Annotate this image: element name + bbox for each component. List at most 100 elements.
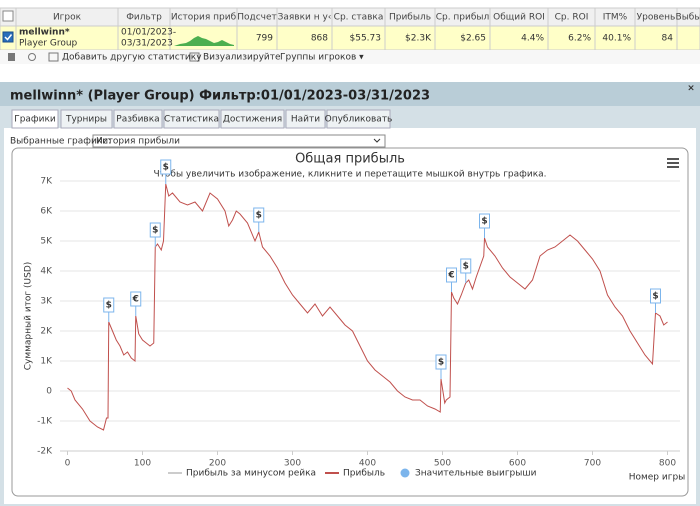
tab[interactable] [285, 109, 326, 129]
player-name[interactable]: mellwinn* [19, 28, 70, 38]
table-row[interactable] [0, 25, 700, 51]
flag[interactable] [460, 258, 472, 274]
column-header[interactable]: Общий ROI [493, 13, 545, 23]
flag-label: $ [152, 226, 158, 236]
cell: 40.1% [602, 34, 631, 44]
legend-label[interactable]: Прибыль за минусом рейка [186, 469, 316, 479]
flag[interactable] [149, 222, 161, 238]
tab[interactable] [60, 109, 113, 129]
x-tick-label: 200 [209, 459, 226, 469]
cell: $55.73 [350, 34, 382, 44]
y-tick-label: 1K [40, 357, 53, 367]
tab[interactable] [163, 109, 220, 129]
flag-label: $ [163, 163, 169, 173]
cell: 799 [256, 34, 273, 44]
tab[interactable] [113, 109, 163, 129]
column-header[interactable]: Уровень [637, 13, 676, 23]
flag[interactable] [479, 213, 490, 229]
delete-icon[interactable] [8, 53, 15, 61]
flag-label: $ [652, 292, 658, 302]
add-icon[interactable] [48, 52, 59, 62]
flag[interactable] [103, 297, 115, 313]
toolbar-button[interactable]: Визуализируйте [203, 53, 281, 63]
cell: 868 [311, 34, 328, 44]
flag-label: $ [106, 301, 112, 311]
x-tick-label: 500 [434, 459, 451, 469]
toolbar-button[interactable]: Группы игроков ▾ [280, 53, 364, 63]
visualize-icon[interactable] [189, 52, 200, 62]
tab[interactable] [326, 109, 391, 129]
select[interactable] [92, 134, 386, 148]
column-header[interactable]: Фильтр [126, 13, 162, 23]
x-tick-label: 100 [134, 459, 151, 469]
flag[interactable] [446, 267, 457, 283]
toolbar-button[interactable]: Добавить другую статистику [62, 53, 202, 63]
column-header[interactable]: ITM% [603, 13, 628, 23]
chart-frame [11, 147, 689, 497]
sparkline [174, 36, 234, 46]
panel-header [0, 82, 700, 106]
cell: $2.3K [405, 34, 432, 44]
tab-label[interactable]: Графики [14, 115, 56, 125]
y-axis-label: Суммарный итог (USD) [24, 262, 34, 371]
cell: 6.2% [568, 34, 591, 44]
column-header[interactable]: Игрок [53, 13, 82, 23]
player-group: Player Group [19, 39, 78, 49]
flag-label: € [447, 271, 454, 281]
refresh-icon[interactable] [28, 53, 36, 61]
y-tick-label: -2K [37, 447, 53, 457]
flag[interactable] [253, 207, 265, 223]
tab-label[interactable]: Найти [291, 115, 320, 125]
select-value: История прибыли [96, 137, 180, 147]
filter-to: 03/31/2023 [121, 39, 173, 49]
column-header[interactable]: Ср. ставка [334, 13, 384, 23]
flag-label: $ [463, 262, 469, 272]
column-header[interactable]: Выбы [676, 13, 700, 23]
tab[interactable] [220, 109, 285, 129]
flag-label: $ [438, 358, 444, 368]
flag[interactable] [435, 354, 447, 370]
check [4, 34, 13, 41]
cell: 84 [662, 34, 674, 44]
y-tick-label: 4K [40, 267, 53, 277]
x-tick-label: 800 [659, 459, 676, 469]
column-header[interactable]: Ср. ROI [555, 13, 589, 23]
y-tick-label: 0 [46, 387, 52, 397]
close-button[interactable]: × [687, 84, 695, 94]
x-tick-label: 400 [359, 459, 376, 469]
y-tick-label: -1K [37, 417, 53, 427]
legend-symbol [400, 468, 410, 478]
x-tick-label: 0 [65, 459, 71, 469]
select-arrow [373, 138, 381, 143]
column-header[interactable]: Заявки н у‹ [278, 13, 332, 23]
flag[interactable] [650, 288, 661, 304]
tab-label[interactable]: Турниры [65, 115, 107, 125]
flag[interactable] [130, 291, 142, 307]
legend-label[interactable]: Прибыль [343, 469, 385, 479]
flag-label: $ [481, 217, 487, 227]
tab[interactable] [11, 109, 59, 129]
select-label: Выбранные графики: [10, 137, 111, 147]
tab-label[interactable]: Разбивка [116, 115, 159, 125]
column-header[interactable]: Прибыль [389, 13, 431, 23]
flag[interactable] [160, 159, 172, 175]
y-tick-label: 2K [40, 327, 53, 337]
row-checkbox[interactable] [2, 31, 14, 43]
chart-title: Общая прибыль [295, 152, 405, 167]
header-checkbox[interactable] [2, 10, 14, 22]
legend-label[interactable]: Значительные выигрыши [415, 469, 537, 479]
tab-label[interactable]: Статистика [164, 115, 219, 125]
menu-icon[interactable] [667, 158, 679, 168]
column-header[interactable]: Ср. прибыл [436, 13, 490, 23]
y-tick-label: 7K [40, 177, 53, 187]
toolbar [0, 50, 700, 64]
cell: $2.65 [460, 34, 486, 44]
tab-label[interactable]: Достижения [223, 115, 282, 125]
x-tick-label: 600 [509, 459, 526, 469]
cell: 4.4% [521, 34, 544, 44]
profit-line [67, 183, 668, 431]
column-header[interactable]: Подсчет [237, 13, 277, 23]
column-header[interactable]: История приб [171, 13, 237, 23]
tab-label[interactable]: Опубликовать [325, 115, 393, 125]
